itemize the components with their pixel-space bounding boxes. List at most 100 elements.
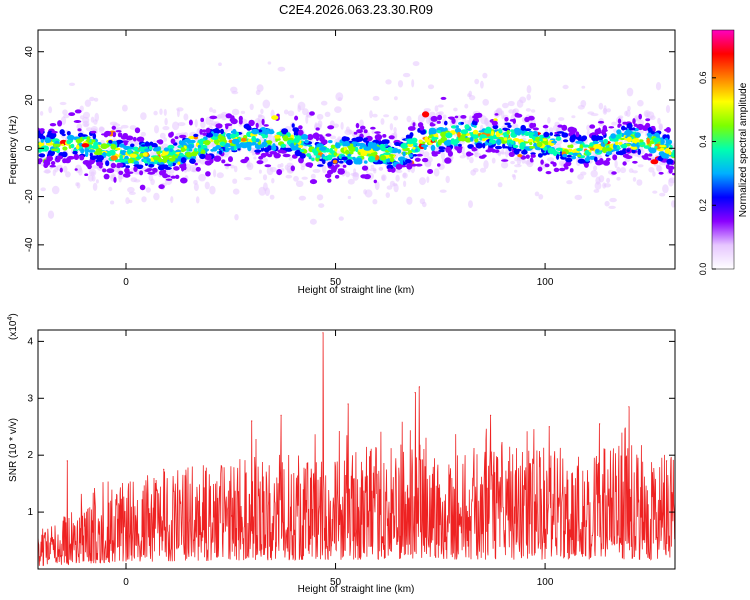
spectrogram-cell xyxy=(209,123,214,127)
spectrogram-cell xyxy=(77,128,82,132)
spectrogram-cell xyxy=(414,157,421,162)
spectrogram-cell xyxy=(645,122,651,128)
spectrogram-cell xyxy=(618,150,625,156)
spectrogram-cell xyxy=(172,121,180,131)
spectrogram-cell xyxy=(224,163,232,167)
spectrogram-cell xyxy=(527,115,535,121)
spectrogram-cell xyxy=(433,147,440,153)
spectrogram-cell xyxy=(277,164,282,169)
snr-y-axis-label: SNR (10 * v/v) xyxy=(8,418,19,482)
spectrogram-cell xyxy=(643,146,651,149)
spectrogram-cell xyxy=(665,105,671,113)
spectrogram-cell xyxy=(402,172,408,179)
spectrogram-cell xyxy=(231,108,240,116)
snr-frame xyxy=(37,329,676,570)
spectrogram-cell xyxy=(195,196,200,204)
spectrogram-cell xyxy=(343,140,350,147)
spectrogram-cell xyxy=(163,137,168,142)
spectrogram-cell xyxy=(358,142,366,147)
spectrogram-cell xyxy=(225,113,233,119)
spectrogram-cell xyxy=(232,128,237,135)
spectrogram-cell xyxy=(369,110,373,119)
spectrogram-cell xyxy=(324,111,331,118)
spectrogram-cell xyxy=(437,114,443,121)
spectrogram-cell xyxy=(367,141,375,148)
spectrogram-cell xyxy=(122,104,128,112)
spectrogram-cell xyxy=(197,147,202,153)
spectrogram-cell xyxy=(200,120,206,129)
spectrogram-cell xyxy=(660,138,665,145)
spectrogram-cell xyxy=(59,129,65,135)
spectrogram-cell xyxy=(609,197,617,203)
spectrogram-cell xyxy=(291,123,295,128)
spectrogram-cell xyxy=(437,139,442,146)
spectrogram-cell xyxy=(569,135,575,142)
spectrogram-cell xyxy=(228,156,233,163)
spectrogram-cell xyxy=(60,116,67,125)
spectrogram-cell xyxy=(650,125,656,129)
spectrogram-cell xyxy=(225,123,229,130)
spectrogram-cell xyxy=(347,178,355,185)
spectrogram-cell xyxy=(276,169,283,176)
spectrogram-cell xyxy=(133,166,138,173)
spectrogram-cell xyxy=(608,126,615,129)
spectrogram-cell xyxy=(442,114,447,119)
spectrogram-cell xyxy=(586,130,590,136)
snr-peak-point xyxy=(490,414,492,416)
spectrogram-cell xyxy=(626,149,630,153)
snr-peak-point xyxy=(548,426,550,428)
spectrogram-cell xyxy=(162,173,169,179)
spectrogram-cell xyxy=(491,149,496,153)
spectrogram-cell xyxy=(406,163,413,170)
spectrogram-cell xyxy=(363,137,368,141)
spectrogram-cell xyxy=(93,141,99,147)
spectrogram-x-tick-label: 0 xyxy=(123,277,129,288)
spectrogram-cell xyxy=(129,125,137,130)
spectrogram-cell xyxy=(566,154,572,158)
spectrogram-cell xyxy=(170,138,176,144)
spectrogram-cell xyxy=(494,145,503,150)
spectrogram-cell xyxy=(652,171,656,177)
spectrogram-cell xyxy=(185,152,193,158)
spectrogram-cell xyxy=(524,146,529,149)
spectrogram-cell xyxy=(577,158,586,164)
spectrogram-cell xyxy=(124,167,130,174)
spectrogram-cell xyxy=(512,118,516,124)
spectrogram-cell xyxy=(389,123,394,131)
spectrogram-cell xyxy=(61,143,65,147)
spectrogram-cell xyxy=(188,119,193,126)
spectrogram-cell xyxy=(412,146,416,150)
spectrogram-cell xyxy=(365,135,373,142)
spectrogram-cell xyxy=(351,130,356,137)
spectrogram-cell xyxy=(373,179,377,184)
colorbar-gradient xyxy=(711,29,735,270)
spectrogram-cell xyxy=(38,160,42,165)
spectrogram-y-tick-label: -40 xyxy=(24,237,35,252)
spectrogram-cell xyxy=(475,142,483,149)
spectrogram-cell xyxy=(134,127,141,134)
spectrogram-cell xyxy=(254,149,262,153)
spectrogram-cell xyxy=(115,130,122,133)
spectrogram-cell xyxy=(244,156,250,162)
spectrogram-cell xyxy=(538,194,544,200)
spectrogram-cell xyxy=(115,139,124,144)
spectrogram-cell xyxy=(159,164,167,169)
spectrogram-cell xyxy=(602,146,608,154)
spectrogram-cell xyxy=(581,85,586,89)
spectrogram-cell xyxy=(345,159,353,166)
spectrogram-cell xyxy=(148,161,153,165)
spectrogram-cell xyxy=(146,158,151,163)
spectrogram-cell xyxy=(173,166,180,171)
spectrogram-cell xyxy=(450,125,457,129)
spectrogram-cell xyxy=(91,139,96,143)
spectrogram-cell xyxy=(251,135,257,143)
spectrogram-cell xyxy=(433,168,440,177)
spectrogram-cell xyxy=(590,170,598,178)
spectrogram-cell xyxy=(248,119,255,127)
spectrogram-cell xyxy=(332,159,338,164)
spectrogram-cell xyxy=(657,117,661,125)
spectrogram-cell xyxy=(41,145,49,152)
spectrogram-cell xyxy=(38,153,46,158)
spectrogram-cell xyxy=(330,144,336,149)
spectrogram-cell xyxy=(327,178,332,183)
